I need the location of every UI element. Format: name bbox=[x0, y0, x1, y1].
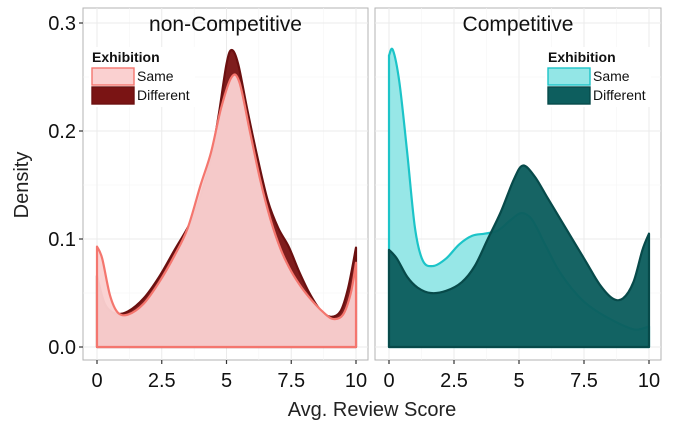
y-tick-label: 0.0 bbox=[48, 337, 76, 359]
x-tick-label: 0 bbox=[383, 370, 394, 392]
x-tick-label: 5 bbox=[513, 370, 524, 392]
panel-title: Competitive bbox=[463, 13, 574, 36]
y-tick-label: 0.3 bbox=[48, 13, 76, 35]
legend-label-different: Different bbox=[593, 87, 646, 103]
legend-key-different bbox=[91, 86, 135, 105]
legend-label-same: Same bbox=[593, 68, 630, 84]
legend: Exhibition Same Different bbox=[89, 47, 195, 107]
x-tick-label: 5 bbox=[221, 370, 232, 392]
x-tick-label: 7.5 bbox=[277, 370, 305, 392]
legend-key-same bbox=[91, 67, 135, 86]
legend: Exhibition Same Different bbox=[545, 47, 651, 107]
legend-title: Exhibition bbox=[92, 49, 160, 65]
legend-label-same: Same bbox=[137, 68, 174, 84]
y-tick-label: 0.2 bbox=[48, 121, 76, 143]
legend-key-same bbox=[547, 67, 591, 86]
y-tick-label: 0.1 bbox=[48, 229, 76, 251]
x-tick-label: 0 bbox=[91, 370, 102, 392]
legend-label-different: Different bbox=[137, 87, 190, 103]
density-area-same bbox=[95, 73, 358, 349]
x-axis-title: Avg. Review Score bbox=[288, 399, 457, 421]
y-axis-title: Density bbox=[11, 152, 33, 219]
x-tick-label: 7.5 bbox=[570, 370, 598, 392]
x-tick-label: 2.5 bbox=[148, 370, 176, 392]
panel-2: Competitive Exhibition Same Different 0 2.5 5 7… bbox=[374, 7, 662, 392]
x-tick-label: 10 bbox=[345, 370, 367, 392]
legend-title: Exhibition bbox=[548, 49, 616, 65]
x-tick-label: 10 bbox=[638, 370, 660, 392]
x-tick-label: 2.5 bbox=[440, 370, 468, 392]
density-area-different bbox=[387, 164, 651, 349]
panel-title: non-Competitive bbox=[149, 13, 302, 36]
panels: non-Competitive Exhibition Same Different 0 2… bbox=[48, 7, 662, 392]
panel-1: non-Competitive Exhibition Same Different 0 2… bbox=[48, 7, 369, 392]
legend-key-different bbox=[547, 86, 591, 105]
